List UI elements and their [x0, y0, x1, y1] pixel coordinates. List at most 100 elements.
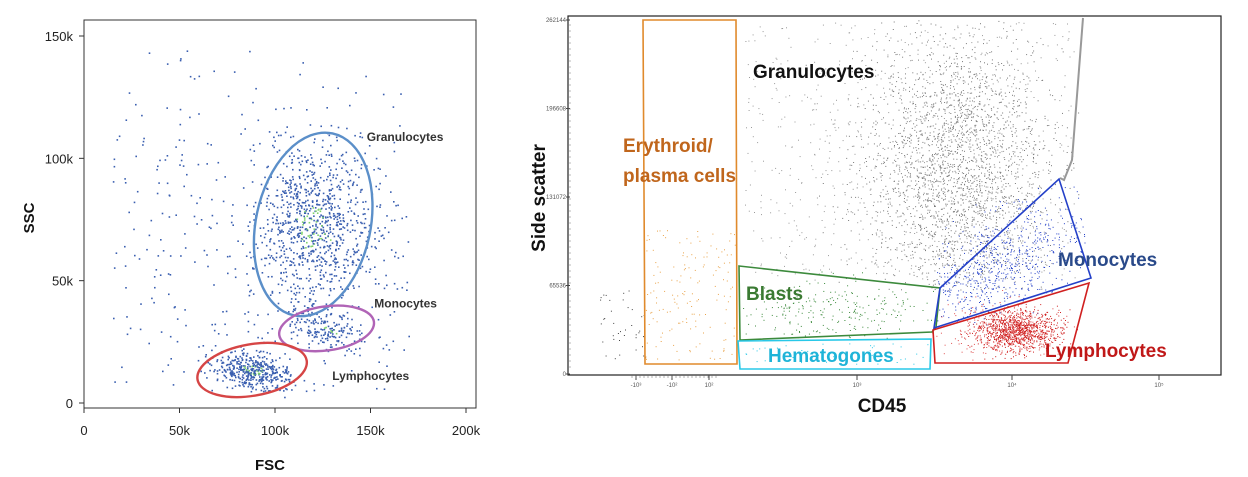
scatter-point [251, 181, 254, 183]
event-point [963, 47, 964, 49]
event-point [1028, 193, 1030, 194]
event-point [949, 265, 950, 267]
event-point [886, 247, 888, 249]
scatter-point [331, 346, 333, 348]
scatter-point [277, 378, 279, 380]
event-point [1037, 177, 1039, 179]
scatter-point [395, 251, 397, 254]
scatter-point [229, 369, 231, 371]
event-point [844, 194, 846, 196]
scatter-point [385, 274, 387, 277]
event-point [912, 223, 914, 225]
event-point [771, 169, 773, 171]
event-point [898, 191, 900, 193]
scatter-point [378, 283, 380, 285]
event-point [954, 211, 955, 213]
event-point [1006, 35, 1008, 37]
scatter-point [326, 337, 329, 339]
event-point [969, 242, 971, 244]
event-point [1031, 194, 1033, 196]
event-point [997, 132, 999, 134]
event-point [911, 250, 913, 252]
event-point [984, 175, 986, 177]
event-point [890, 173, 891, 175]
scatter-point [264, 233, 267, 235]
event-point [936, 153, 938, 155]
event-point [986, 42, 988, 44]
event-point [880, 192, 882, 194]
event-point [812, 169, 814, 171]
event-point [1004, 92, 1006, 94]
event-point [959, 94, 961, 96]
scatter-point [244, 365, 246, 367]
scatter-point [253, 150, 256, 152]
event-point [1056, 121, 1058, 123]
event-point [880, 96, 882, 98]
event-point [967, 116, 969, 118]
event-point [805, 237, 807, 239]
scatter-point [118, 135, 121, 138]
event-point [946, 156, 948, 158]
scatter-point [196, 202, 198, 205]
scatter-point [263, 387, 266, 390]
event-point [929, 160, 931, 162]
scatter-point [240, 369, 242, 371]
event-point [904, 42, 906, 43]
event-point [761, 238, 763, 240]
event-point [981, 216, 983, 217]
scatter-point [125, 287, 127, 289]
scatter-point [332, 336, 335, 338]
event-point [973, 74, 975, 76]
event-point [954, 111, 956, 113]
event-point [1031, 120, 1033, 122]
event-point [865, 177, 866, 179]
event-point [874, 33, 875, 35]
scatter-point [259, 364, 261, 366]
event-point [971, 206, 973, 208]
scatter-point [308, 274, 311, 276]
scatter-point [305, 171, 308, 173]
event-point [924, 132, 926, 134]
event-point [979, 262, 981, 264]
event-point [1029, 225, 1031, 226]
scatter-point [332, 213, 335, 215]
event-point [920, 166, 922, 168]
event-point [1061, 202, 1063, 203]
scatter-point [315, 232, 318, 234]
scatter-point [233, 372, 236, 375]
scatter-point [348, 193, 350, 196]
event-point [1008, 102, 1010, 104]
scatter-point [156, 168, 158, 171]
event-point [942, 140, 944, 142]
scatter-point [208, 226, 211, 228]
scatter-point [298, 256, 300, 258]
event-point [904, 155, 906, 156]
event-point [1058, 212, 1060, 214]
scatter-point [290, 238, 293, 240]
event-point [1003, 197, 1005, 199]
event-point [935, 138, 936, 140]
event-point [1032, 46, 1034, 47]
event-point [933, 167, 935, 169]
event-point [984, 266, 986, 268]
event-point [883, 265, 885, 267]
scatter-point [232, 224, 234, 226]
scatter-point [352, 261, 355, 264]
event-point [1000, 190, 1002, 191]
event-point [915, 160, 917, 162]
event-point [1026, 128, 1028, 130]
scatter-point [269, 374, 271, 376]
event-point [937, 134, 939, 136]
event-point [963, 82, 965, 84]
y-tick-label: 150k [45, 29, 74, 44]
event-point [1033, 157, 1034, 158]
event-point [939, 166, 941, 168]
scatter-point [278, 149, 281, 152]
event-point [960, 92, 962, 94]
scatter-point [203, 249, 206, 252]
event-point [969, 128, 971, 130]
event-point [1021, 242, 1023, 244]
event-point [961, 250, 963, 252]
event-point [942, 178, 944, 180]
event-point [1006, 231, 1007, 233]
